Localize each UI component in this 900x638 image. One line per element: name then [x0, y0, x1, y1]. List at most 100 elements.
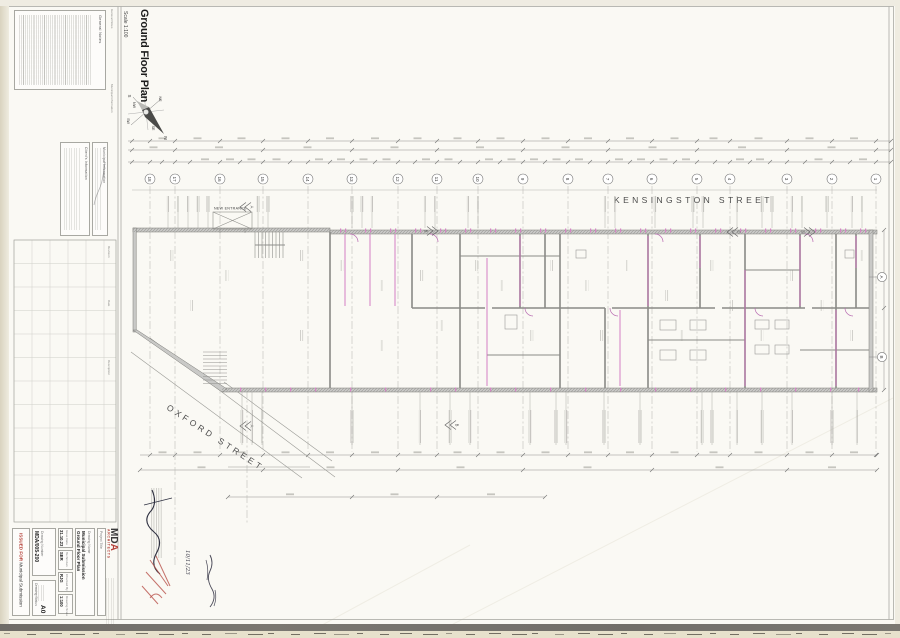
- leader-note: [603, 196, 607, 212]
- leader-note: [800, 196, 804, 212]
- door-swing: [754, 307, 764, 317]
- drawing-status-label: Drawing Status: [34, 583, 38, 606]
- film-strip-mark: [116, 633, 125, 636]
- opening-tick: [340, 228, 342, 233]
- leader-note: [770, 196, 774, 212]
- room-label: [665, 290, 669, 301]
- grid-bubble: [646, 173, 658, 185]
- svg-text:A: A: [250, 206, 255, 209]
- film-strip-mark: [268, 632, 274, 635]
- opening-tick: [740, 228, 742, 233]
- opening-tick: [390, 228, 392, 233]
- film-strip-mark: [466, 633, 475, 636]
- film-strip-mark: [819, 633, 828, 636]
- svg-text:SW: SW: [126, 118, 130, 124]
- building-wall-hatch: [133, 228, 877, 392]
- opening-tick: [440, 228, 442, 233]
- leader-note: [638, 410, 642, 443]
- dimension-strings: [128, 137, 894, 500]
- logo-letter-a: A: [108, 543, 119, 551]
- grid-bubble: [724, 173, 736, 185]
- leader-note: [760, 410, 764, 443]
- svg-text:B: B: [424, 230, 429, 233]
- title-block-field: Checked By RJG: [58, 572, 73, 592]
- film-strip-mark: [159, 633, 174, 636]
- leader-note: [240, 410, 244, 443]
- door-swing: [844, 307, 854, 317]
- drawing-name-line2: Ground Floor Plan: [76, 531, 81, 572]
- room-label: [170, 250, 174, 261]
- fixtures: [504, 249, 855, 361]
- revision-col-header: Revision: [107, 246, 111, 258]
- film-strip-mark: [380, 633, 389, 636]
- room-label: [820, 300, 824, 311]
- grid-lines: [149, 186, 877, 565]
- grid-number: 7: [605, 178, 610, 181]
- room-label: [225, 270, 229, 281]
- room-label: [380, 340, 384, 351]
- new-work-magenta: [240, 228, 867, 392]
- leader-note: [466, 196, 470, 212]
- leader-note: [448, 410, 452, 443]
- svg-text:C: C: [737, 230, 742, 233]
- grid-bubble: [562, 173, 574, 185]
- leader-note: [735, 410, 739, 443]
- grid-bubble: [302, 173, 314, 185]
- film-strip-mark: [202, 633, 211, 636]
- door-swing: [429, 233, 439, 243]
- opening-tick: [565, 228, 567, 233]
- room-label: [730, 300, 734, 311]
- title-block-field: Issue Date 31.10.23: [58, 528, 73, 548]
- room-label: [190, 300, 194, 311]
- grid-number: 6: [649, 178, 654, 181]
- film-strip-mark: [687, 633, 702, 636]
- status-scale-bar: [36, 585, 45, 601]
- grid-number: 8: [565, 178, 570, 181]
- room-label: [475, 260, 479, 271]
- field-value: 1:100: [59, 596, 64, 607]
- drawing-number-box: Drawing Number MDA/005-200: [32, 528, 56, 576]
- grid-bubble: [169, 173, 181, 185]
- leader-note: [196, 196, 200, 212]
- revision-table-border: [13, 239, 117, 523]
- grid-number: 16: [217, 176, 222, 182]
- room-label: [440, 320, 444, 331]
- leader-note: [250, 410, 254, 443]
- svg-text:D: D: [801, 230, 806, 233]
- grid-bubble: [691, 173, 703, 185]
- leader-note: [790, 196, 794, 212]
- leader-note: [370, 196, 374, 212]
- opening-tick: [365, 228, 367, 233]
- leader-note: [855, 410, 859, 443]
- grid-bubble: [257, 173, 269, 185]
- film-strip-mark: [644, 633, 653, 636]
- drawing-number-value: MDA/005-200: [33, 531, 39, 563]
- opening-tick: [415, 228, 417, 233]
- issued-for-label: ISSUED FOR: [18, 533, 24, 562]
- grid-bubble: [346, 173, 358, 185]
- grid-number: 10: [475, 176, 480, 182]
- entrance-porch: [212, 211, 253, 233]
- room-label: [500, 280, 504, 291]
- leader-note: [360, 196, 364, 212]
- leader-note: [186, 196, 190, 212]
- film-strip-mark: [93, 632, 99, 635]
- sheet-scale: Scale 1:100: [122, 11, 128, 38]
- film-strip-mark: [842, 632, 854, 635]
- grid-number: 13: [349, 176, 354, 182]
- margin-label-municipal-information: Municipal Information: [110, 84, 114, 113]
- grid-bubble: [472, 173, 484, 185]
- grid-number: 18: [147, 176, 152, 182]
- grid-number: 5: [694, 178, 699, 181]
- leader-note: [701, 196, 705, 212]
- svg-text:N: N: [162, 136, 168, 140]
- leader-note: [433, 196, 437, 212]
- drawing-name-box: Drawing Name Municipal Submission Ground…: [75, 528, 95, 616]
- opening-tick: [840, 228, 842, 233]
- grid-bubble: [781, 173, 793, 185]
- film-strip-mark: [50, 632, 62, 635]
- grid-bubble: [392, 173, 404, 185]
- leader-note: [468, 410, 472, 443]
- room-label: [550, 260, 554, 271]
